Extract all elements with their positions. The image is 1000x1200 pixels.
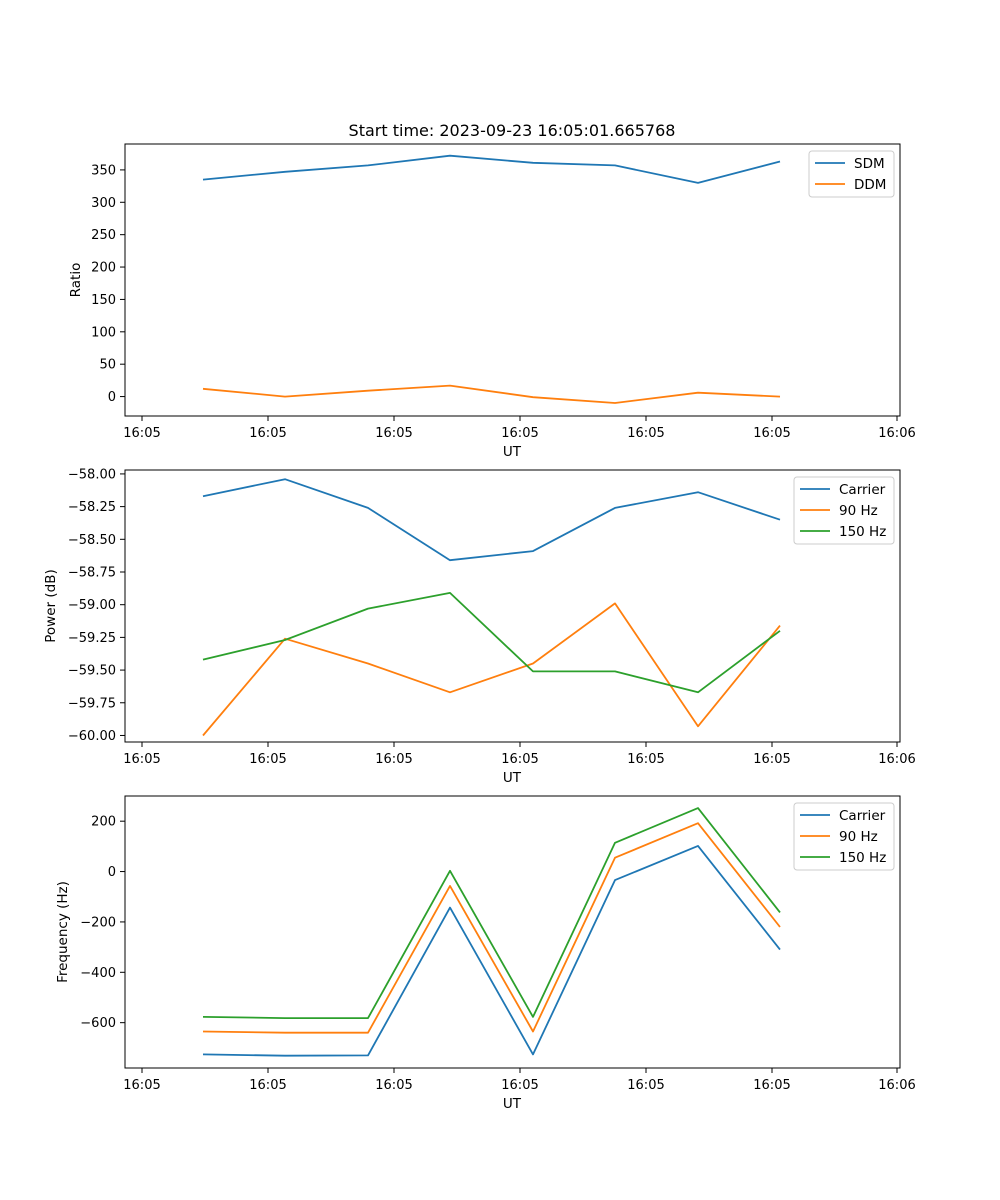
y-tick-label: 350 <box>91 163 116 178</box>
y-tick-label: 200 <box>91 815 116 830</box>
axes-frame <box>124 143 901 417</box>
y-tick-label: 200 <box>91 261 116 276</box>
legend: Carrier 90 Hz 150 Hz <box>793 802 895 871</box>
x-tick-label: 16:05 <box>627 752 664 767</box>
y-axis-label: Frequency (Hz) <box>55 881 71 983</box>
x-tick-label: 16:05 <box>375 1078 412 1093</box>
x-axis-label: UT <box>503 1096 522 1112</box>
frequency-panel: UT Frequency (Hz) Carrier 90 Hz 150 Hz 1… <box>55 795 916 1112</box>
axes-frame <box>124 795 901 1069</box>
y-tick-label: 50 <box>99 358 116 373</box>
ratio-panel: Start time: 2023-09-23 16:05:01.665768 U… <box>68 121 916 460</box>
y-tick-label: −59.00 <box>68 598 116 613</box>
y-tick-label: −58.00 <box>68 467 116 482</box>
y-tick-label: −58.75 <box>68 566 116 581</box>
x-tick-label: 16:05 <box>249 752 286 767</box>
x-tick-label: 16:05 <box>123 1078 160 1093</box>
x-tick-label: 16:05 <box>249 1078 286 1093</box>
x-tick-label: 16:05 <box>501 426 538 441</box>
legend: Carrier 90 Hz 150 Hz <box>793 476 895 545</box>
x-tick-label: 16:05 <box>627 426 664 441</box>
power-panel: UT Power (dB) Carrier 90 Hz 150 Hz 16:05… <box>43 467 916 786</box>
series-line-90-hz <box>202 822 781 1034</box>
y-tick-label: 150 <box>91 293 116 308</box>
y-tick-label: 0 <box>108 390 116 405</box>
y-tick-label: −400 <box>80 966 116 981</box>
legend-label-ddm: DDM <box>854 177 886 193</box>
x-tick-label: 16:05 <box>753 426 790 441</box>
x-tick-label: 16:06 <box>878 752 915 767</box>
y-tick-label: −200 <box>80 915 116 930</box>
chart-title: Start time: 2023-09-23 16:05:01.665768 <box>349 121 676 140</box>
series-line-150-hz <box>202 592 781 694</box>
legend-frame <box>793 802 895 871</box>
x-tick-label: 16:06 <box>878 426 915 441</box>
legend: SDM DDM <box>808 150 895 198</box>
axes-frame <box>124 469 901 743</box>
series-line-carrier <box>202 478 781 562</box>
x-tick-label: 16:05 <box>123 752 160 767</box>
series-line-90-hz <box>202 602 781 737</box>
series-line-carrier <box>202 845 781 1057</box>
x-axis-label: UT <box>503 444 522 460</box>
y-axis-label: Ratio <box>68 263 84 298</box>
y-tick-label: −59.50 <box>68 664 116 679</box>
legend-frame <box>793 476 895 545</box>
x-tick-label: 16:05 <box>375 426 412 441</box>
y-tick-label: −59.75 <box>68 696 116 711</box>
legend-label-150hz: 150 Hz <box>839 850 886 866</box>
y-tick-label: −59.25 <box>68 631 116 646</box>
x-axis-label: UT <box>503 770 522 786</box>
x-tick-label: 16:05 <box>249 426 286 441</box>
legend-label-90hz: 90 Hz <box>839 503 878 519</box>
series-line-ddm <box>202 384 781 404</box>
y-tick-label: 100 <box>91 325 116 340</box>
x-tick-label: 16:05 <box>375 752 412 767</box>
series-line-150-hz <box>202 807 781 1019</box>
x-tick-label: 16:05 <box>753 1078 790 1093</box>
legend-label-150hz: 150 Hz <box>839 524 886 540</box>
y-axis-label: Power (dB) <box>43 569 59 642</box>
y-tick-label: −58.25 <box>68 500 116 515</box>
series-line-sdm <box>202 154 781 184</box>
y-tick-label: −60.00 <box>68 729 116 744</box>
legend-label-carrier: Carrier <box>839 482 886 498</box>
legend-label-sdm: SDM <box>854 156 885 172</box>
y-tick-label: 300 <box>91 196 116 211</box>
x-tick-label: 16:06 <box>878 1078 915 1093</box>
y-tick-label: 250 <box>91 228 116 243</box>
x-tick-label: 16:05 <box>501 752 538 767</box>
legend-label-90hz: 90 Hz <box>839 829 878 845</box>
x-tick-label: 16:05 <box>627 1078 664 1093</box>
legend-label-carrier: Carrier <box>839 808 886 824</box>
x-tick-label: 16:05 <box>501 1078 538 1093</box>
y-tick-label: −600 <box>80 1016 116 1031</box>
y-tick-label: 0 <box>108 865 116 880</box>
y-tick-label: −58.50 <box>68 533 116 548</box>
x-tick-label: 16:05 <box>753 752 790 767</box>
x-tick-label: 16:05 <box>123 426 160 441</box>
